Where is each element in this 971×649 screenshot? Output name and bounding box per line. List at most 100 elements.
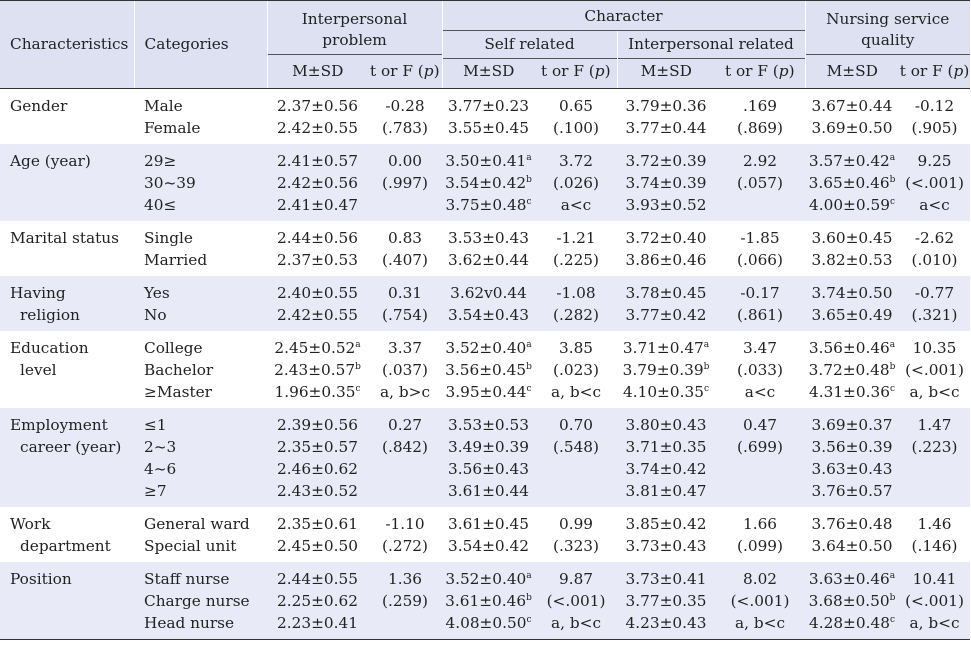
cell-text: 3.62v0.44 <box>450 284 527 302</box>
cell-line: 2.45±0.50 <box>267 535 368 557</box>
tf-prefix: t or F ( <box>369 62 424 80</box>
cell-text: Special unit <box>144 537 237 555</box>
cell-text: (.057) <box>737 174 783 192</box>
cell-ns-msd: 3.60±0.45 3.82±0.53 <box>805 221 899 276</box>
cell-line: 3.71±0.47a <box>617 337 715 359</box>
cell-text: (.407) <box>382 251 428 269</box>
cell-line: 3.77±0.23 <box>442 95 535 117</box>
cell-line: 3.77±0.42 <box>617 304 715 326</box>
cell-sr-tf: 0.65 (.100) <box>535 89 617 145</box>
cell-line: No <box>144 304 267 326</box>
cell-line: (.259) <box>368 590 442 612</box>
cell-line: 8.02 <box>715 568 805 590</box>
cell-line: 2.43±0.52 <box>267 480 368 502</box>
cell-line: Male <box>144 95 267 117</box>
cell-text: 2.42±0.56 <box>277 174 358 192</box>
cell-sr-tf: 0.99 (.323) <box>535 507 617 562</box>
cell-text: Work <box>10 515 51 533</box>
cell-line: Age (year) <box>10 150 134 172</box>
cell-text: Single <box>144 229 193 247</box>
cell-text: 9.87 <box>558 570 594 588</box>
cell-text: 3.55±0.45 <box>448 119 529 137</box>
cell-ir-msd: 3.73±0.41 3.77±0.35 4.23±0.43 <box>617 562 715 640</box>
cell-text: a, b<c <box>734 614 786 632</box>
header-character-group: Character <box>441 0 805 31</box>
cell-line: 3.76±0.57 <box>805 480 899 502</box>
cell-line: 2.41±0.47 <box>267 194 368 216</box>
cell-sr-tf: -1.08 (.282) <box>535 276 617 331</box>
cell-line: Head nurse <box>144 612 267 634</box>
header-ir-msd: M±SD <box>616 59 715 89</box>
cell-text: department <box>20 537 111 555</box>
cell-line: a, b<c <box>535 381 617 403</box>
cell-line: 9.25 <box>899 150 970 172</box>
cell-line: 1.96±0.35c <box>267 381 368 403</box>
cell-text: .169 <box>742 97 778 115</box>
cell-ns-msd: 3.69±0.37 3.56±0.39 3.63±0.43 3.76±0.57 <box>805 408 899 507</box>
cell-text: (<.001) <box>905 592 964 610</box>
cell-ip-msd: 2.37±0.56 2.42±0.55 <box>267 89 368 145</box>
cell-line: 3.86±0.46 <box>617 249 715 271</box>
cell-line: 3.81±0.47 <box>617 480 715 502</box>
superscript-marker: b <box>526 361 532 372</box>
cell-line: 4.28±0.48c <box>805 612 899 634</box>
cell-line: 3.74±0.50 <box>805 282 899 304</box>
cell-line: Bachelor <box>144 359 267 381</box>
cell-line: level <box>10 359 134 381</box>
cell-sr-msd: 3.61±0.45 3.54±0.42 <box>442 507 535 562</box>
cell-ir-tf: 0.47 (.699) <box>715 408 805 507</box>
cell-text: (.783) <box>382 119 428 137</box>
cell-line: 2.23±0.41 <box>267 612 368 634</box>
cell-text: 0.70 <box>558 416 594 434</box>
cell-text: 3.71±0.47 <box>622 339 704 357</box>
cell-ns-msd: 3.63±0.46a 3.68±0.50b 4.28±0.48c <box>805 562 899 640</box>
cell-line: 3.54±0.42b <box>442 172 535 194</box>
cell-text: 4.10±0.35 <box>623 383 704 401</box>
cell-line: 0.83 <box>368 227 442 249</box>
cell-text: Having <box>10 284 66 302</box>
cell-text: 3.77±0.44 <box>625 119 707 137</box>
cell-characteristic: Work department <box>0 507 134 562</box>
cell-text: 2.35±0.61 <box>277 515 358 533</box>
cell-text: Male <box>144 97 183 115</box>
cell-line: 3.55±0.45 <box>442 117 535 139</box>
cell-text: (.905) <box>911 119 958 137</box>
cell-text: (.033) <box>737 361 783 379</box>
cell-ns-tf: 10.41 (<.001) a, b<c <box>899 562 970 640</box>
cell-ns-tf: 9.25 (<.001) a<c <box>899 144 970 221</box>
cell-line: 3.61±0.44 <box>442 480 535 502</box>
header-interpersonal-problem: Interpersonal problem <box>266 0 442 59</box>
cell-line: 3.52±0.40a <box>442 568 535 590</box>
cell-line: 3.53±0.43 <box>442 227 535 249</box>
cell-text: 1.36 <box>387 570 423 588</box>
cell-line: 3.60±0.45 <box>805 227 899 249</box>
cell-ir-tf: 3.47 (.033) a<c <box>715 331 805 408</box>
cell-line: 1.46 <box>899 513 970 535</box>
cell-text: Head nurse <box>144 614 235 632</box>
cell-text: 2.41±0.47 <box>277 196 358 214</box>
cell-text: 30~39 <box>144 174 196 192</box>
cell-line: (.037) <box>368 359 442 381</box>
cell-ns-tf: 10.35 (<.001) a, b<c <box>899 331 970 408</box>
cell-text: 3.79±0.36 <box>625 97 707 115</box>
cell-categories: ≤1 2~3 4~6 ≥7 <box>134 408 267 507</box>
cell-text: 2.42±0.55 <box>277 306 358 324</box>
cell-text: 3.56±0.39 <box>811 438 893 456</box>
cell-text: 1.66 <box>742 515 778 533</box>
superscript-marker: b <box>355 361 361 372</box>
cell-text: 3.54±0.42 <box>448 537 529 555</box>
cell-text: (.548) <box>553 438 599 456</box>
cell-line: 3.56±0.39 <box>805 436 899 458</box>
superscript-marker: b <box>889 174 896 185</box>
cell-line: 2.44±0.55 <box>267 568 368 590</box>
cell-line: 2.42±0.55 <box>267 117 368 139</box>
cell-line: 2.39±0.56 <box>267 414 368 436</box>
cell-line: 0.70 <box>535 414 617 436</box>
cell-text: 3.56±0.45 <box>445 361 527 379</box>
cell-sr-msd: 3.77±0.23 3.55±0.45 <box>442 89 535 145</box>
cell-line: (.033) <box>715 359 805 381</box>
cell-line: 3.72±0.39 <box>617 150 715 172</box>
cell-line: ≤1 <box>144 414 267 436</box>
cell-text: (.010) <box>911 251 958 269</box>
header-character: Character <box>442 6 805 31</box>
